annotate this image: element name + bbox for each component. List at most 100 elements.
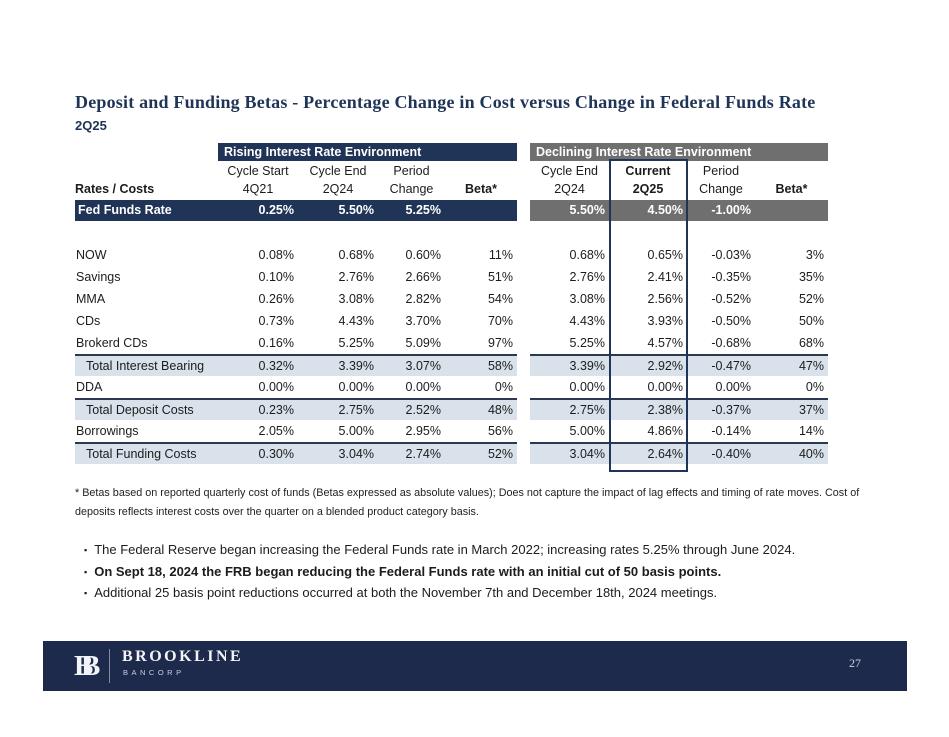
table-cell: 4.50%	[609, 200, 687, 221]
table-cell: 3.39%	[298, 354, 378, 376]
table-cell: 2.92%	[609, 354, 687, 376]
table-cell: 4.86%	[647, 424, 683, 438]
table-cell: 2.75%	[298, 398, 378, 420]
table-cell: 0.68%	[569, 248, 605, 262]
column-header-row-2: Rates / Costs 4Q21 2Q24 Change Beta* 2Q2…	[75, 180, 828, 200]
table-row: Savings 0.10% 2.76% 2.66% 51% 2.76% 2.41…	[75, 266, 828, 288]
brand-name: BROOKLINE	[122, 648, 244, 665]
section-gap	[517, 420, 530, 442]
table-row: DDA 0.00% 0.00% 0.00% 0% 0.00% 0.00% 0.0…	[75, 376, 828, 398]
section-gap	[517, 354, 530, 376]
table-cell: 5.50%	[530, 200, 609, 221]
row-label-header: Rates / Costs	[75, 182, 155, 196]
section-gap	[517, 288, 530, 310]
table-cell	[445, 200, 517, 221]
table-cell: 5.00%	[338, 424, 374, 438]
table-cell: 2.56%	[647, 292, 683, 306]
table-cell: 0.30%	[218, 442, 298, 464]
table-cell: 2.74%	[378, 442, 445, 464]
row-label: CDs	[76, 314, 101, 328]
section-gap	[517, 310, 530, 332]
table-cell: -0.35%	[711, 270, 751, 284]
footnote: * Betas based on reported quarterly cost…	[75, 487, 860, 518]
table-cell: -0.03%	[711, 248, 751, 262]
table-cell: 2.75%	[530, 398, 609, 420]
table-cell: 54%	[487, 292, 513, 306]
table-cell: 2.76%	[338, 270, 374, 284]
bullet-item: ▪ Additional 25 basis point reductions o…	[84, 583, 874, 605]
page-number: 27	[849, 656, 861, 670]
table-cell: 0.00%	[569, 380, 605, 394]
col-header: 2Q24	[322, 182, 354, 196]
table-cell: 0.00%	[715, 380, 751, 394]
table-cell: 40%	[755, 442, 828, 464]
row-label: Total Interest Bearing	[75, 354, 218, 376]
logo-divider	[109, 649, 110, 683]
brand-subname: BANCORP	[123, 668, 185, 677]
table-cell: 3.39%	[530, 354, 609, 376]
table-cell: 0.73%	[258, 314, 294, 328]
table-cell: 0.25%	[218, 200, 298, 221]
table-cell: 0.00%	[258, 380, 294, 394]
bullet-square-icon: ▪	[84, 566, 88, 577]
table-cell: 0.08%	[258, 248, 294, 262]
table-cell: 70%	[487, 314, 513, 328]
table-cell: 48%	[445, 398, 517, 420]
table-cell: 2.38%	[609, 398, 687, 420]
table-row: Total Funding Costs 0.30% 3.04% 2.74% 52…	[75, 442, 828, 464]
table-cell: 2.82%	[405, 292, 441, 306]
table-cell: 0%	[494, 380, 513, 394]
col-header: Cycle Start	[227, 164, 289, 178]
table-cell: -1.00%	[687, 200, 755, 221]
col-header: 2Q24	[554, 182, 585, 196]
table-cell: 3.04%	[530, 442, 609, 464]
table-cell: 5.00%	[569, 424, 605, 438]
table-cell: 3%	[805, 248, 824, 262]
betas-table: Rising Interest Rate Environment Declini…	[75, 143, 828, 472]
table-cell: 0.23%	[218, 398, 298, 420]
row-label: DDA	[76, 380, 103, 394]
section-gap	[517, 398, 530, 420]
table-cell: 2.05%	[258, 424, 294, 438]
table-cell: 35%	[798, 270, 824, 284]
table-cell: -0.52%	[711, 292, 751, 306]
table-cell: 4.43%	[569, 314, 605, 328]
section-gap	[517, 376, 530, 398]
table-cell: 3.04%	[298, 442, 378, 464]
table-row: Borrowings 2.05% 5.00% 2.95% 56% 5.00% 4…	[75, 420, 828, 442]
table-cell: 3.07%	[378, 354, 445, 376]
table-cell: -0.47%	[687, 354, 755, 376]
table-row: MMA 0.26% 3.08% 2.82% 54% 3.08% 2.56% -0…	[75, 288, 828, 310]
table-cell: 97%	[487, 336, 513, 350]
table-cell: 5.25%	[378, 200, 445, 221]
col-header-beta: Beta*	[775, 182, 808, 196]
table-cell: 0.26%	[258, 292, 294, 306]
table-row: CDs 0.73% 4.43% 3.70% 70% 4.43% 3.93% -0…	[75, 310, 828, 332]
table-cell: 68%	[798, 336, 824, 350]
table-cell: -0.50%	[711, 314, 751, 328]
table-cell: 52%	[445, 442, 517, 464]
table-cell: 58%	[445, 354, 517, 376]
table-cell: 0.65%	[647, 248, 683, 262]
table-cell: 5.50%	[298, 200, 378, 221]
col-header: Period	[702, 164, 740, 178]
section-gap	[517, 332, 530, 354]
table-cell: 4.43%	[338, 314, 374, 328]
section-gap	[517, 266, 530, 288]
table-cell: 0.16%	[258, 336, 294, 350]
table-cell: 5.25%	[569, 336, 605, 350]
bullet-square-icon: ▪	[84, 588, 88, 598]
row-label: Brokerd CDs	[76, 336, 148, 350]
col-header: Change	[389, 182, 434, 196]
table-cell: 0.00%	[405, 380, 441, 394]
table-cell: 5.25%	[338, 336, 374, 350]
table-cell	[755, 200, 828, 221]
bullet-list: ▪ The Federal Reserve began increasing t…	[84, 540, 874, 605]
table-cell: 14%	[798, 424, 824, 438]
bullet-item: ▪ The Federal Reserve began increasing t…	[84, 540, 874, 562]
table-cell: 3.93%	[647, 314, 683, 328]
table-cell: 0.00%	[647, 380, 683, 394]
row-label: Fed Funds Rate	[75, 200, 218, 221]
